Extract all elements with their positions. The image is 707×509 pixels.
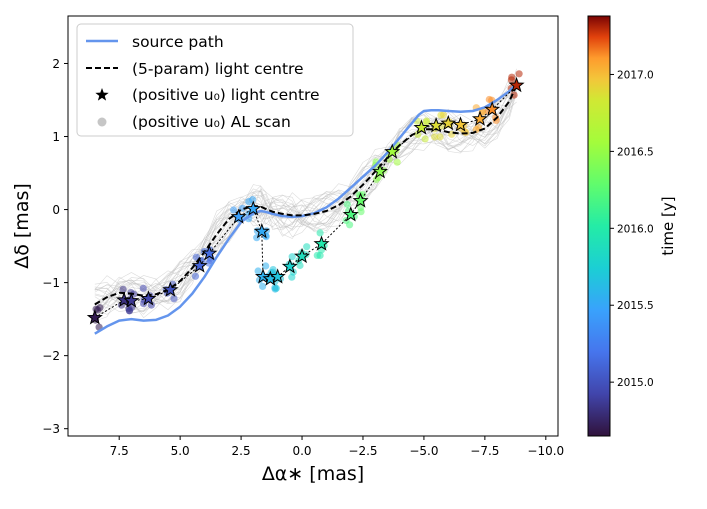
al-scan-point	[254, 267, 262, 275]
al-scan-point	[288, 253, 296, 261]
light-centre-star	[313, 235, 330, 251]
al-scan-point	[119, 285, 127, 293]
colorbar-tick-label: 2015.0	[617, 377, 654, 389]
colorbar-tick-label: 2016.0	[617, 223, 654, 235]
al-scan-point	[357, 208, 365, 216]
legend-scan-dot	[97, 117, 107, 127]
light-centre-star	[484, 101, 501, 117]
al-scan-point	[191, 272, 200, 280]
legend-box	[76, 23, 354, 137]
colorbar-tick-label: 2015.5	[617, 300, 654, 312]
colorbar-tick-label: 2017.0	[617, 69, 654, 81]
al-scan-point	[139, 284, 147, 292]
light-centre-star	[116, 291, 133, 307]
legend: source path (5-param) light centre (posi…	[76, 23, 354, 137]
al-scan-point	[439, 111, 448, 119]
legend-light-centre-label: (5-param) light centre	[132, 60, 304, 78]
light-centre-star	[342, 206, 359, 222]
al-scan-point	[170, 295, 178, 303]
x-tick-label: −5.0	[409, 444, 438, 458]
x-axis-label: Δα∗ [mas]	[262, 463, 364, 485]
al-scan-point	[436, 133, 444, 141]
x-tick-label: −10.0	[527, 444, 564, 458]
scan-trace	[94, 96, 517, 312]
light-centre-star	[281, 258, 298, 274]
light-centre-star	[352, 192, 369, 208]
al-scan-point	[343, 200, 351, 208]
x-axis: 7.5 5.0 2.5 0.0 −2.5 −5.0 −7.5 −10.0	[110, 436, 564, 458]
al-scan-point	[96, 304, 104, 312]
x-tick-label: 7.5	[110, 444, 129, 458]
y-tick-label: −2	[42, 349, 60, 363]
light-centre-star	[440, 114, 457, 131]
al-scan-point	[393, 158, 401, 166]
x-tick-label: 2.5	[232, 444, 251, 458]
al-scan-point	[431, 133, 439, 141]
al-scan-point	[414, 130, 422, 138]
colorbar: 2015.0 2015.5 2016.0 2016.5 2017.0 time [y]	[587, 15, 677, 437]
al-scan-point	[245, 198, 253, 206]
colorbar-gradient	[587, 15, 611, 437]
y-tick-label: −3	[42, 422, 60, 436]
al-scan-point	[316, 229, 324, 237]
light-centre-star	[123, 292, 140, 308]
al-scan-point	[230, 206, 238, 214]
legend-star-label: (positive u₀) light centre	[132, 86, 320, 104]
light-centre-star	[254, 268, 272, 284]
colorbar-ticks: 2015.0 2015.5 2016.0 2016.5 2017.0	[610, 69, 654, 389]
y-tick-label: 1	[52, 130, 60, 144]
colorbar-tick-label: 2016.5	[617, 146, 654, 158]
al-scan-point	[303, 243, 311, 251]
light-centre-star	[86, 309, 103, 325]
al-scan-point	[313, 251, 321, 259]
scan-trace	[94, 91, 517, 309]
al-scan-point	[259, 282, 267, 290]
light-centre-star	[413, 119, 430, 135]
light-centre-star	[269, 268, 286, 284]
light-centre-star	[471, 110, 489, 126]
light-centre-star	[428, 117, 445, 133]
x-tick-label: 5.0	[171, 444, 190, 458]
light-centre-star	[245, 200, 262, 216]
light-centre-star	[253, 223, 270, 239]
x-tick-label: −2.5	[348, 444, 377, 458]
y-axis: −3 −2 −1 0 1 2	[42, 57, 68, 436]
light-centre-star	[384, 143, 401, 159]
al-scan-point	[421, 135, 429, 143]
legend-source-path-label: source path	[132, 33, 224, 51]
light-centre-stars	[86, 76, 525, 325]
al-scan-point	[272, 284, 280, 292]
legend-scan-label: (positive u₀) AL scan	[132, 113, 291, 131]
light-centre-star	[162, 281, 179, 297]
y-tick-label: 2	[52, 57, 60, 71]
light-centre-star	[201, 244, 218, 261]
scan-trace	[94, 101, 517, 312]
al-scan-point	[147, 301, 155, 309]
y-axis-label: Δδ [mas]	[11, 183, 33, 269]
al-scan-point	[262, 262, 270, 270]
al-scan-point	[515, 70, 523, 78]
x-tick-label: 0.0	[292, 444, 311, 458]
light-centre-line	[94, 84, 518, 306]
legend-star-icon	[95, 88, 109, 101]
y-tick-label: −1	[42, 276, 60, 290]
scan-trace	[94, 76, 517, 320]
al-scan-point	[372, 175, 380, 184]
light-centre-star	[371, 163, 389, 179]
light-centre-star	[140, 290, 157, 306]
al-scan-point	[507, 76, 515, 84]
plot-frame	[67, 15, 559, 437]
al-scan-point	[422, 117, 431, 125]
colorbar-label: time [y]	[659, 196, 677, 255]
light-centre-star	[293, 247, 311, 264]
light-centre-star	[452, 116, 469, 132]
light-centre-star	[508, 76, 525, 93]
y-tick-label: 0	[52, 203, 60, 217]
light-centre-star	[230, 208, 247, 224]
light-centre-star	[191, 257, 208, 273]
x-tick-label: −7.5	[470, 444, 499, 458]
